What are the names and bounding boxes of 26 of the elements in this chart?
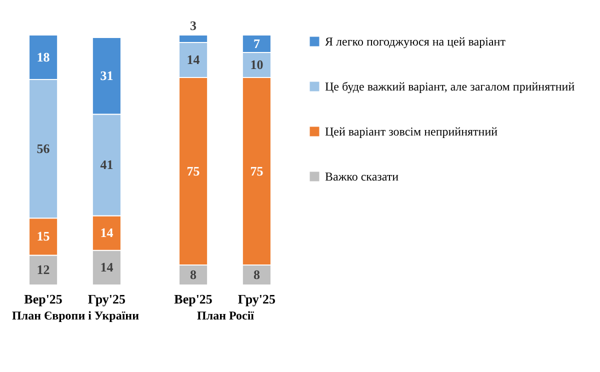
data-label: 14 [100,225,114,240]
legend-label: Я легко погоджуюся на цей варіант [325,34,506,48]
legend-label: Важко сказати [325,170,400,184]
x-tick-label: Вер'25 [24,292,63,306]
data-label: 3 [190,18,198,33]
data-label: 56 [36,140,50,156]
data-label: 8 [253,267,260,282]
data-label: 41 [100,156,114,172]
data-label: 10 [250,57,264,72]
data-label: 8 [190,267,198,282]
x-tick-label: Вер'25 [174,292,213,306]
data-label: 12 [36,262,50,278]
data-label: 15 [36,228,50,244]
data-label: 7 [253,36,260,51]
data-label: 14 [100,260,114,275]
data-label: 31 [100,68,114,83]
x-tick-label: Гру'25 [88,292,126,306]
legend-label: Цей варіант зовсім неприйнятний [325,124,498,138]
data-label: 75 [250,163,264,178]
legend-label: Це буде важкий варіант, але загалом прийнятний [325,80,576,94]
data-label: 75 [186,163,200,178]
data-label: 14 [186,52,200,67]
data-label: 18 [36,49,50,64]
x-axis-title: План Європи і України [12,308,140,322]
x-axis-title: План Росії [196,308,255,322]
x-tick-label: Гру'25 [238,292,276,306]
